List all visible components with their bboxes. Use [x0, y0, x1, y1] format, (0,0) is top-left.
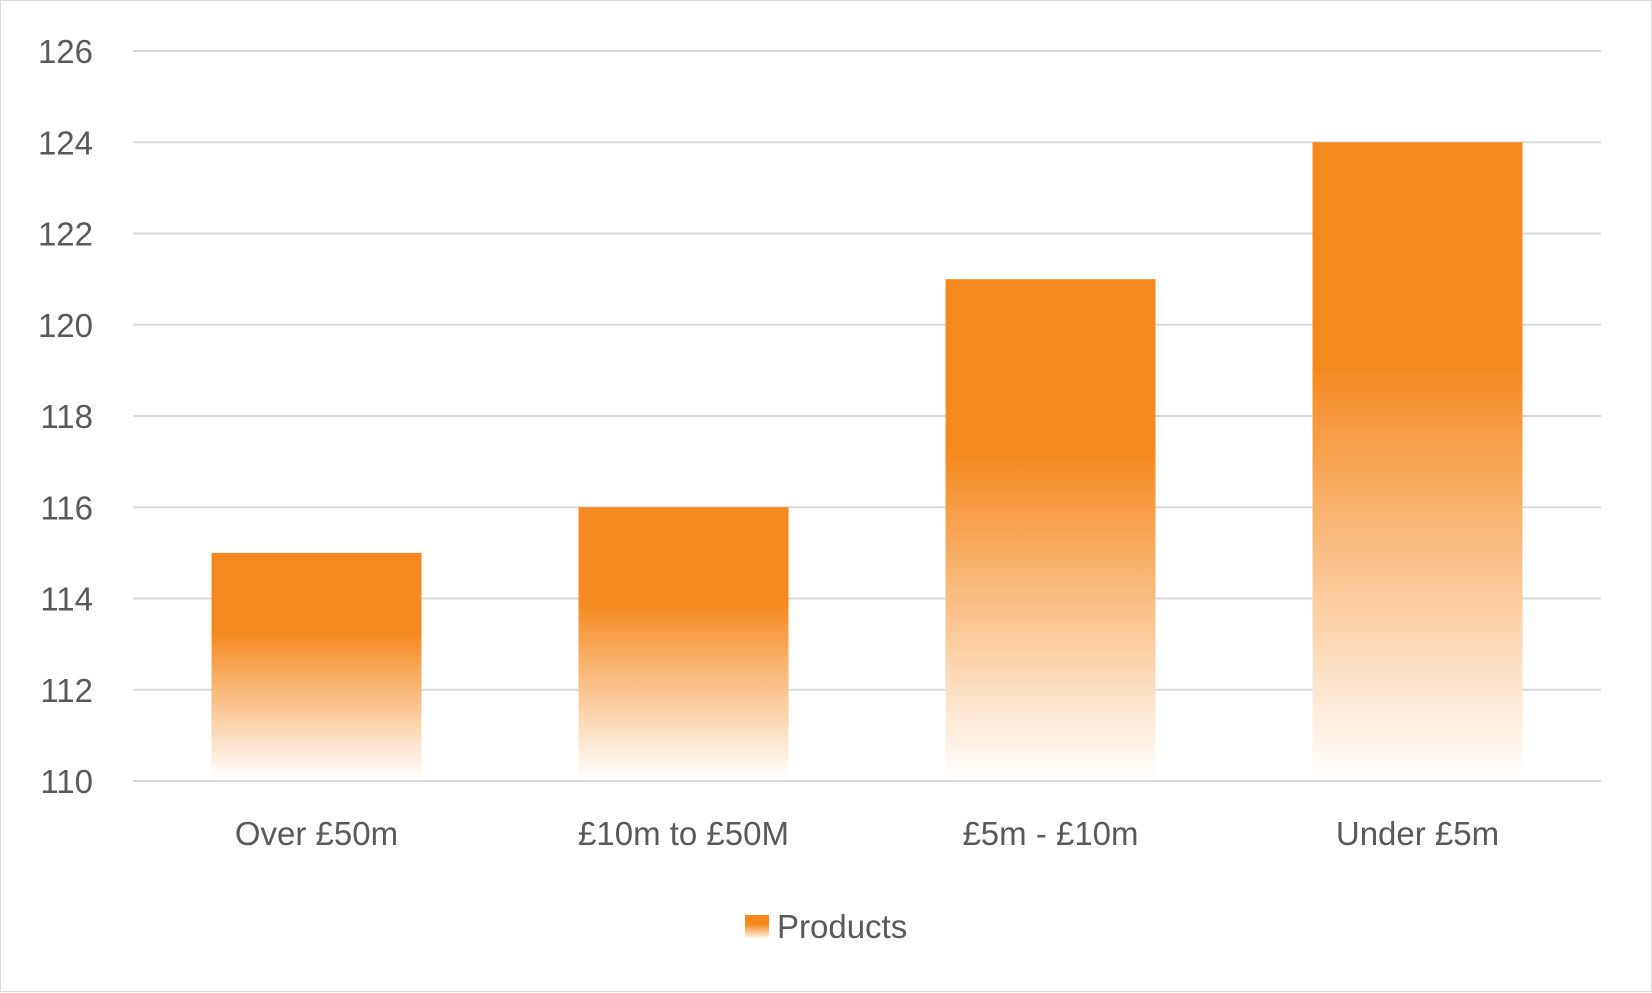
x-axis-category-labels: Over £50m £10m to £50M £5m - £10m Under £5m — [235, 815, 1499, 852]
x-category-label-4: Under £5m — [1336, 815, 1499, 852]
y-tick-label-124: 124 — [38, 124, 93, 161]
legend-label-products: Products — [777, 908, 907, 945]
bars — [211, 142, 1523, 779]
y-tick-label-126: 126 — [38, 33, 93, 70]
legend: Products — [745, 908, 907, 945]
x-category-label-2: £10m to £50M — [578, 815, 789, 852]
y-axis-tick-labels: 110 112 114 116 118 120 122 124 126 — [38, 33, 93, 800]
x-category-label-1: Over £50m — [235, 815, 398, 852]
legend-swatch-products — [745, 915, 769, 939]
y-tick-label-114: 114 — [40, 581, 93, 618]
bar-1 — [211, 552, 422, 779]
y-tick-label-122: 122 — [38, 216, 93, 253]
y-tick-label-112: 112 — [40, 672, 93, 709]
bar-3 — [945, 279, 1156, 779]
bar-4 — [1312, 142, 1523, 779]
x-category-label-3: £5m - £10m — [962, 815, 1138, 852]
bar-2 — [578, 507, 789, 779]
y-tick-label-116: 116 — [40, 489, 93, 526]
y-tick-label-110: 110 — [40, 763, 93, 800]
y-tick-label-120: 120 — [38, 307, 93, 344]
y-tick-label-118: 118 — [40, 398, 93, 435]
